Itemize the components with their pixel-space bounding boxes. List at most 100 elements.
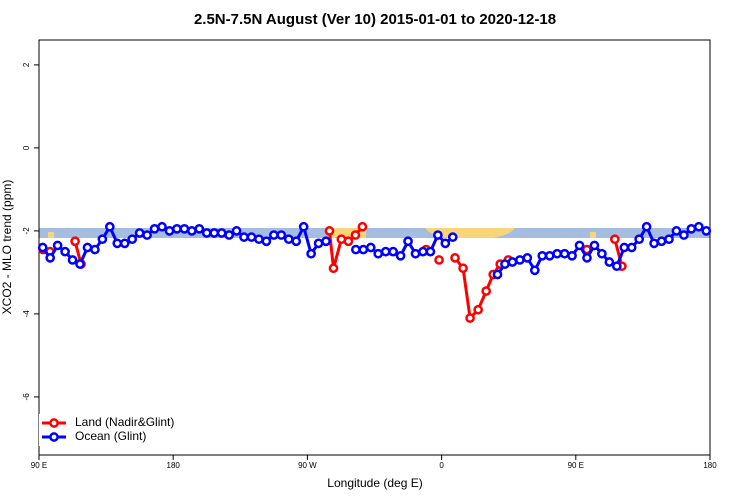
- point: [157, 221, 167, 232]
- point: [458, 263, 468, 274]
- point: [574, 240, 585, 251]
- point: [172, 223, 182, 234]
- y-axis-label: XCO2 - MLO trend (ppm): [0, 180, 14, 315]
- legend-marker: [49, 418, 59, 428]
- point: [610, 234, 620, 245]
- point: [604, 257, 615, 267]
- point: [60, 246, 70, 257]
- point: [515, 255, 525, 265]
- x-tick-label: 90 E: [31, 461, 47, 470]
- point: [433, 230, 443, 240]
- point: [194, 223, 205, 234]
- point: [373, 248, 384, 259]
- point: [410, 248, 421, 259]
- point: [465, 313, 475, 323]
- point: [365, 242, 376, 253]
- point: [686, 223, 697, 234]
- point: [142, 230, 152, 240]
- x-tick-label: 90 W: [298, 461, 317, 470]
- point: [45, 253, 56, 263]
- point: [529, 265, 540, 276]
- point: [324, 226, 335, 236]
- point: [321, 236, 331, 247]
- point: [343, 236, 354, 247]
- point: [201, 228, 212, 238]
- point: [440, 238, 451, 249]
- point: [67, 255, 78, 265]
- legend-box: [39, 414, 189, 446]
- point: [649, 238, 659, 249]
- point: [481, 286, 492, 296]
- point: [246, 232, 257, 242]
- y-tick-label: 2: [22, 62, 31, 67]
- point: [619, 242, 630, 253]
- point: [70, 236, 80, 247]
- point: [582, 253, 592, 263]
- x-tick-label: 0: [439, 461, 444, 470]
- point: [97, 234, 108, 245]
- point: [447, 232, 458, 242]
- point: [350, 230, 361, 240]
- y-tick-label: 0: [22, 145, 31, 150]
- point: [149, 223, 160, 234]
- y-tick-label: -4: [22, 310, 31, 318]
- land-band: [425, 228, 515, 238]
- point: [90, 244, 100, 255]
- point: [450, 253, 460, 263]
- point: [313, 238, 324, 249]
- legend-marker: [49, 432, 59, 442]
- point: [127, 234, 138, 245]
- point: [306, 248, 316, 259]
- point: [82, 242, 93, 253]
- land-band: [590, 232, 596, 238]
- point: [418, 246, 428, 257]
- point: [112, 238, 123, 249]
- legend-label: Ocean (Glint): [75, 429, 146, 443]
- x-axis-label: Longitude (deg E): [327, 476, 422, 490]
- point: [500, 259, 510, 269]
- point: [216, 228, 227, 238]
- x-tick-label: 180: [703, 461, 717, 470]
- point: [357, 221, 368, 232]
- point: [492, 269, 503, 280]
- map-band: [39, 228, 710, 238]
- point: [351, 244, 361, 255]
- point: [664, 234, 674, 245]
- point: [119, 238, 130, 249]
- point: [701, 226, 712, 236]
- chart-title: 2.5N-7.5N August (Ver 10) 2015-01-01 to …: [194, 11, 556, 28]
- point: [671, 226, 682, 236]
- point: [254, 234, 264, 245]
- point: [537, 250, 548, 261]
- point: [269, 230, 279, 240]
- point: [544, 250, 555, 261]
- legend-label: Land (Nadir&Glint): [75, 415, 174, 429]
- point: [104, 221, 115, 232]
- point: [283, 234, 294, 245]
- point: [626, 242, 637, 253]
- point: [388, 246, 398, 257]
- point: [328, 263, 339, 274]
- point: [239, 232, 249, 242]
- point: [179, 223, 190, 234]
- point: [611, 261, 622, 272]
- point: [224, 230, 234, 240]
- y-tick-label: -2: [22, 227, 31, 235]
- y-tick-label: -6: [22, 393, 31, 401]
- point: [291, 236, 302, 247]
- point: [276, 230, 287, 240]
- point: [380, 246, 391, 257]
- point: [209, 228, 220, 238]
- point: [52, 240, 63, 251]
- point: [358, 244, 369, 255]
- point: [403, 236, 413, 247]
- land-band: [328, 228, 366, 238]
- point: [134, 228, 145, 238]
- point: [522, 253, 533, 263]
- point: [693, 221, 704, 232]
- point: [507, 257, 518, 267]
- point: [656, 236, 667, 247]
- point: [473, 304, 483, 315]
- point: [559, 248, 570, 259]
